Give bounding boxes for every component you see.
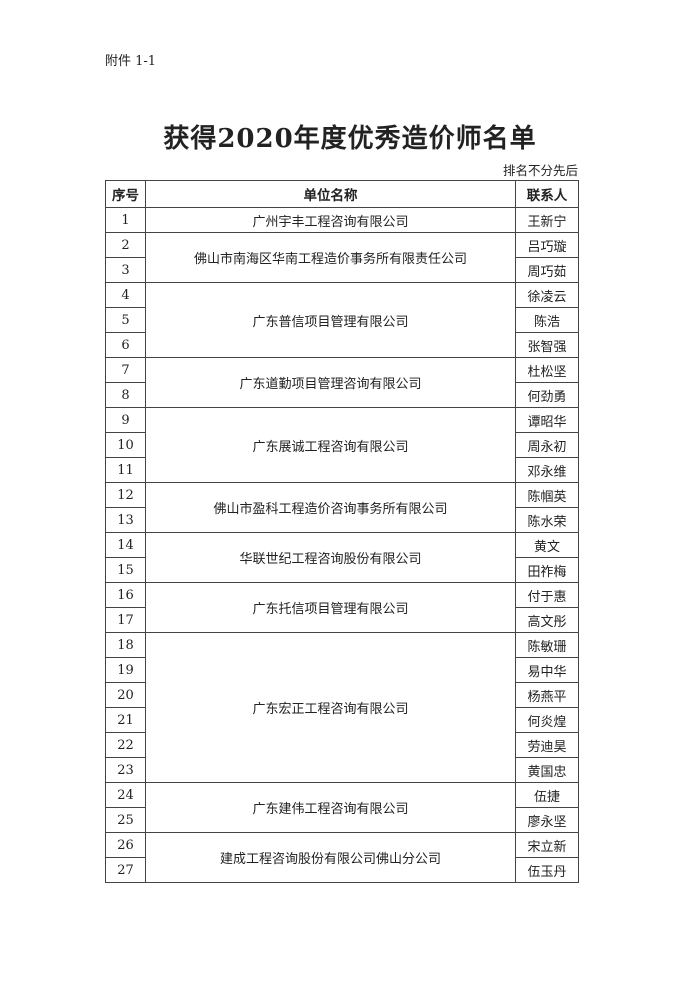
table-row: 24 广东建伟工程咨询有限公司 伍捷 [105, 782, 579, 833]
contact-name: 何劲勇 [515, 382, 579, 408]
contact-name: 杜松坚 [515, 357, 579, 383]
table-row: 18 广东宏正工程咨询有限公司 陈敏珊 [105, 632, 579, 783]
header-company: 单位名称 [145, 180, 516, 208]
table-header-row: 序号 单位名称 联系人 [105, 180, 579, 208]
contact-name: 谭昭华 [515, 407, 579, 433]
row-number: 15 [105, 557, 146, 583]
table-row: 12 佛山市盈科工程造价咨询事务所有限公司 陈帼英 [105, 482, 579, 533]
contact-name: 陈水荣 [515, 507, 579, 533]
ranking-note: 排名不分先后 [502, 163, 578, 178]
row-number: 6 [105, 332, 146, 358]
row-number: 27 [105, 857, 146, 883]
contact-name: 黄文 [515, 532, 579, 558]
company-name: 广东托信项目管理有限公司 [145, 582, 516, 633]
row-number: 4 [105, 282, 146, 308]
company-name: 建成工程咨询股份有限公司佛山分公司 [145, 832, 516, 883]
row-number: 11 [105, 457, 146, 483]
table-row: 20 杨燕平 [105, 682, 579, 708]
table-body: 1 广州宇丰工程咨询有限公司 王新宁 2 佛山市南海区华南工程造价事务所有限责任公司 吕巧… [105, 207, 579, 883]
company-name: 华联世纪工程咨询股份有限公司 [145, 532, 516, 583]
row-number: 21 [105, 707, 146, 733]
row-number: 3 [105, 257, 146, 283]
row-number: 14 [105, 532, 146, 558]
table-row: 13 陈水荣 [105, 507, 579, 533]
contact-name: 邓永维 [515, 457, 579, 483]
contact-name: 张智强 [515, 332, 579, 358]
contact-name: 伍捷 [515, 782, 579, 808]
row-number: 12 [105, 482, 146, 508]
table-row: 2 佛山市南海区华南工程造价事务所有限责任公司 吕巧璇 [105, 232, 579, 283]
row-number: 9 [105, 407, 146, 433]
header-contact: 联系人 [515, 180, 579, 208]
table-row: 15 田祚梅 [105, 557, 579, 583]
table-row: 1 广州宇丰工程咨询有限公司 王新宁 [105, 207, 579, 233]
row-number: 26 [105, 832, 146, 858]
table-row: 17 高文彤 [105, 607, 579, 633]
table-row: 23 黄国忠 [105, 757, 579, 783]
company-name: 广州宇丰工程咨询有限公司 [145, 207, 516, 233]
awardee-table: 序号 单位名称 联系人 1 广州宇丰工程咨询有限公司 王新宁 2 佛山市南海区华南工程造… [105, 180, 579, 883]
table-row: 26 建成工程咨询股份有限公司佛山分公司 宋立新 [105, 832, 579, 883]
contact-name: 吕巧璇 [515, 232, 579, 258]
company-name: 广东道勤项目管理咨询有限公司 [145, 357, 516, 408]
company-name: 广东普信项目管理有限公司 [145, 282, 516, 358]
contact-name: 何炎煌 [515, 707, 579, 733]
row-number: 1 [105, 207, 146, 233]
contact-name: 周永初 [515, 432, 579, 458]
contact-name: 付于惠 [515, 582, 579, 608]
company-name: 佛山市南海区华南工程造价事务所有限责任公司 [145, 232, 516, 283]
row-number: 18 [105, 632, 146, 658]
page-title: 获得2020年度优秀造价师名单 [163, 124, 537, 154]
table-row: 22 劳迪昊 [105, 732, 579, 758]
contact-name: 周巧茹 [515, 257, 579, 283]
contact-name: 杨燕平 [515, 682, 579, 708]
contact-name: 陈敏珊 [515, 632, 579, 658]
row-number: 13 [105, 507, 146, 533]
contact-name: 田祚梅 [515, 557, 579, 583]
row-number: 24 [105, 782, 146, 808]
company-name: 广东宏正工程咨询有限公司 [145, 632, 516, 783]
contact-name: 高文彤 [515, 607, 579, 633]
table-row: 5 陈浩 [105, 307, 579, 333]
row-number: 8 [105, 382, 146, 408]
company-name: 广东建伟工程咨询有限公司 [145, 782, 516, 833]
table-row: 8 何劲勇 [105, 382, 579, 408]
row-number: 25 [105, 807, 146, 833]
row-number: 17 [105, 607, 146, 633]
contact-name: 易中华 [515, 657, 579, 683]
table-row: 21 何炎煌 [105, 707, 579, 733]
contact-name: 伍玉丹 [515, 857, 579, 883]
row-number: 5 [105, 307, 146, 333]
row-number: 16 [105, 582, 146, 608]
table-row: 27 伍玉丹 [105, 857, 579, 883]
row-number: 20 [105, 682, 146, 708]
table-row: 9 广东展诚工程咨询有限公司 谭昭华 [105, 407, 579, 483]
row-number: 7 [105, 357, 146, 383]
company-name: 佛山市盈科工程造价咨询事务所有限公司 [145, 482, 516, 533]
attachment-label: 附件 1-1 [105, 54, 157, 69]
table-row: 25 廖永坚 [105, 807, 579, 833]
company-name: 广东展诚工程咨询有限公司 [145, 407, 516, 483]
table-row: 6 张智强 [105, 332, 579, 358]
contact-name: 陈浩 [515, 307, 579, 333]
table-row: 11 邓永维 [105, 457, 579, 483]
contact-name: 王新宁 [515, 207, 579, 233]
row-number: 2 [105, 232, 146, 258]
row-number: 19 [105, 657, 146, 683]
contact-name: 徐凌云 [515, 282, 579, 308]
table-row: 7 广东道勤项目管理咨询有限公司 杜松坚 [105, 357, 579, 408]
contact-name: 廖永坚 [515, 807, 579, 833]
contact-name: 黄国忠 [515, 757, 579, 783]
header-number: 序号 [105, 180, 146, 208]
table-row: 14 华联世纪工程咨询股份有限公司 黄文 [105, 532, 579, 583]
contact-name: 宋立新 [515, 832, 579, 858]
contact-name: 陈帼英 [515, 482, 579, 508]
row-number: 10 [105, 432, 146, 458]
table-row: 16 广东托信项目管理有限公司 付于惠 [105, 582, 579, 633]
row-number: 22 [105, 732, 146, 758]
table-row: 4 广东普信项目管理有限公司 徐凌云 [105, 282, 579, 358]
row-number: 23 [105, 757, 146, 783]
contact-name: 劳迪昊 [515, 732, 579, 758]
